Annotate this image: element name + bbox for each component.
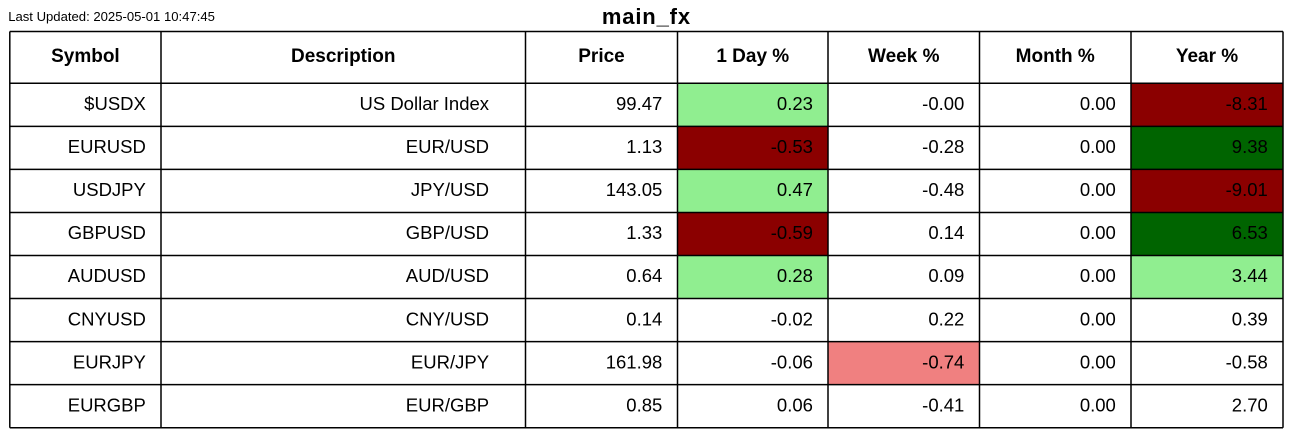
svg-text:$USDX: $USDX bbox=[84, 93, 146, 114]
svg-text:0.00: 0.00 bbox=[1080, 179, 1116, 200]
svg-text:0.00: 0.00 bbox=[1080, 351, 1116, 372]
svg-text:CNY/USD: CNY/USD bbox=[406, 308, 489, 329]
svg-text:EURGBP: EURGBP bbox=[68, 394, 146, 415]
svg-text:-0.06: -0.06 bbox=[771, 351, 813, 372]
svg-text:161.98: 161.98 bbox=[606, 351, 663, 372]
svg-text:-0.41: -0.41 bbox=[922, 394, 964, 415]
svg-text:GBP/USD: GBP/USD bbox=[406, 222, 489, 243]
svg-text:Week %: Week % bbox=[868, 46, 940, 67]
svg-text:0.85: 0.85 bbox=[626, 394, 662, 415]
svg-text:0.00: 0.00 bbox=[1080, 136, 1116, 157]
svg-text:-0.02: -0.02 bbox=[771, 308, 813, 329]
svg-text:AUD/USD: AUD/USD bbox=[406, 265, 489, 286]
svg-text:-0.58: -0.58 bbox=[1226, 351, 1268, 372]
svg-text:JPY/USD: JPY/USD bbox=[411, 179, 489, 200]
svg-text:0.00: 0.00 bbox=[1080, 222, 1116, 243]
svg-text:1 Day %: 1 Day % bbox=[716, 46, 789, 67]
svg-text:EUR/USD: EUR/USD bbox=[406, 136, 489, 157]
svg-text:EURUSD: EURUSD bbox=[68, 136, 146, 157]
svg-text:0.00: 0.00 bbox=[1080, 93, 1116, 114]
svg-text:0.00: 0.00 bbox=[1080, 308, 1116, 329]
svg-text:6.53: 6.53 bbox=[1232, 222, 1268, 243]
svg-text:0.14: 0.14 bbox=[626, 308, 662, 329]
svg-text:9.38: 9.38 bbox=[1232, 136, 1268, 157]
svg-text:0.00: 0.00 bbox=[1080, 265, 1116, 286]
svg-text:-0.59: -0.59 bbox=[771, 222, 813, 243]
svg-text:-0.74: -0.74 bbox=[922, 351, 964, 372]
svg-text:143.05: 143.05 bbox=[606, 179, 663, 200]
svg-text:CNYUSD: CNYUSD bbox=[68, 308, 146, 329]
svg-text:USDJPY: USDJPY bbox=[73, 179, 146, 200]
svg-text:Year %: Year % bbox=[1176, 46, 1238, 67]
svg-text:1.33: 1.33 bbox=[626, 222, 662, 243]
svg-text:Month %: Month % bbox=[1016, 46, 1095, 67]
svg-text:-0.28: -0.28 bbox=[922, 136, 964, 157]
svg-text:GBPUSD: GBPUSD bbox=[68, 222, 146, 243]
svg-text:0.64: 0.64 bbox=[626, 265, 662, 286]
svg-text:EURJPY: EURJPY bbox=[73, 351, 146, 372]
svg-text:1.13: 1.13 bbox=[626, 136, 662, 157]
svg-text:0.06: 0.06 bbox=[777, 394, 813, 415]
svg-text:-0.00: -0.00 bbox=[922, 93, 964, 114]
svg-text:Description: Description bbox=[291, 46, 396, 67]
svg-text:99.47: 99.47 bbox=[616, 93, 662, 114]
svg-text:2.70: 2.70 bbox=[1232, 394, 1268, 415]
svg-text:-8.31: -8.31 bbox=[1226, 93, 1268, 114]
svg-text:0.00: 0.00 bbox=[1080, 394, 1116, 415]
svg-text:EUR/GBP: EUR/GBP bbox=[406, 394, 489, 415]
svg-text:AUDUSD: AUDUSD bbox=[68, 265, 146, 286]
svg-text:US Dollar Index: US Dollar Index bbox=[359, 93, 489, 114]
svg-text:0.22: 0.22 bbox=[928, 308, 964, 329]
svg-text:0.23: 0.23 bbox=[777, 93, 813, 114]
svg-text:0.09: 0.09 bbox=[928, 265, 964, 286]
svg-text:Price: Price bbox=[578, 46, 624, 67]
svg-text:0.47: 0.47 bbox=[777, 179, 813, 200]
svg-text:-0.48: -0.48 bbox=[922, 179, 964, 200]
svg-text:3.44: 3.44 bbox=[1232, 265, 1268, 286]
svg-text:-9.01: -9.01 bbox=[1226, 179, 1268, 200]
svg-text:0.28: 0.28 bbox=[777, 265, 813, 286]
svg-text:0.39: 0.39 bbox=[1232, 308, 1268, 329]
svg-text:main_fx: main_fx bbox=[602, 4, 691, 29]
svg-text:-0.53: -0.53 bbox=[771, 136, 813, 157]
svg-text:Symbol: Symbol bbox=[51, 46, 120, 67]
svg-text:0.14: 0.14 bbox=[928, 222, 964, 243]
svg-text:EUR/JPY: EUR/JPY bbox=[411, 351, 489, 372]
